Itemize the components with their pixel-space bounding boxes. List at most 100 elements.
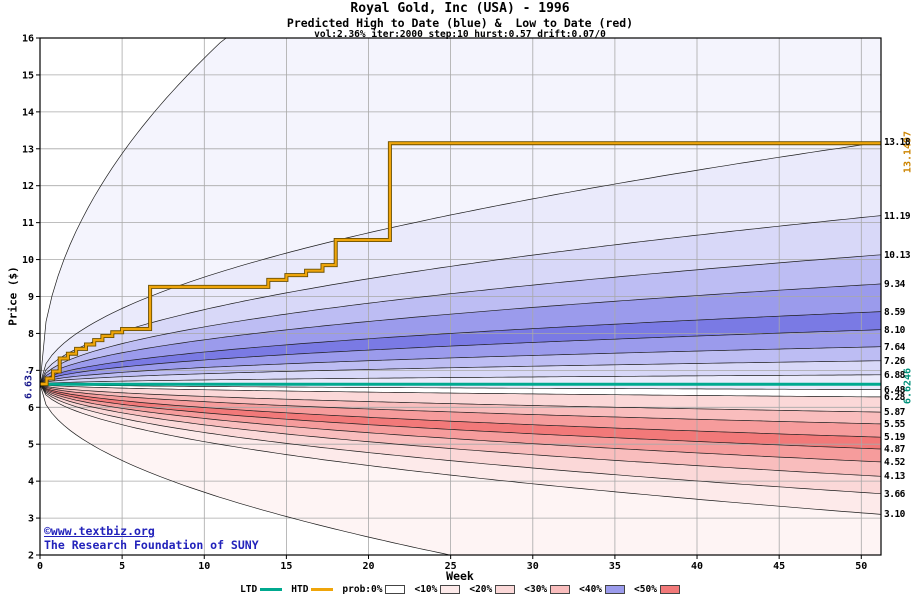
y-tick-label: 3 (28, 514, 34, 525)
fan-boundary-line (39, 383, 881, 398)
x-tick-label: 10 (198, 561, 210, 572)
y-tick-label: 15 (22, 70, 34, 81)
fan-boundary-line (39, 360, 881, 385)
right-axis-label: 5.55 (884, 419, 905, 430)
right-axis-label: 4.13 (884, 471, 905, 482)
fan-band (40, 384, 881, 477)
legend-line-swatch (311, 588, 334, 591)
x-tick-label: 25 (445, 561, 457, 572)
right-axis-label: 3.10 (884, 509, 905, 520)
fan-band (40, 384, 881, 555)
right-axis-label: 13.18 (884, 137, 911, 148)
legend-item-40: <40% (579, 584, 626, 595)
right-axis-label: 3.66 (884, 489, 905, 500)
fan-boundary-line (39, 383, 882, 515)
fan-band (40, 384, 881, 462)
fan-band (40, 360, 881, 384)
y-tick-label: 12 (22, 181, 34, 192)
fan-band (40, 38, 881, 384)
right-axis-label: 10.13 (884, 250, 911, 261)
fan-band (40, 254, 881, 384)
x-tick-label: 40 (691, 561, 703, 572)
right-axis-label: 7.26 (884, 356, 905, 367)
x-tick-label: 50 (855, 561, 867, 572)
x-tick-label: 45 (773, 561, 785, 572)
legend-box-swatch (659, 585, 680, 594)
htd-line (40, 142, 881, 386)
fan-band (40, 384, 881, 438)
fan-band (40, 142, 881, 384)
fan-band (40, 215, 881, 384)
legend-box-swatch (550, 585, 571, 594)
legend-label: LTD (240, 584, 258, 595)
chart-params-line: vol:2.36% iter:2000 step:10 hurst:0.57 d… (314, 29, 606, 40)
copyright-link[interactable]: ©www.textbiz.org (44, 524, 155, 538)
y-tick-label: 10 (22, 255, 34, 266)
chart-title: Royal Gold, Inc (USA) - 1996 (350, 1, 570, 16)
fan-boundary-line (39, 383, 882, 438)
y-tick-label: 9 (28, 292, 34, 303)
y-tick-label: 8 (28, 329, 34, 340)
right-axis-label: 4.52 (884, 457, 905, 468)
start-price-label: 6.63: (23, 368, 35, 400)
fan-boundary-line (39, 383, 882, 450)
fan-band (40, 283, 881, 384)
right-axis-label: 6.88 (884, 370, 905, 381)
y-axis-title: Price ($) (6, 266, 20, 326)
legend: LTD HTD prob:0% <10% <20% <30% <40% <50% (0, 584, 920, 595)
fan-boundary-line (39, 346, 882, 385)
x-tick-label: 20 (362, 561, 374, 572)
x-tick-label: 0 (37, 561, 43, 572)
fan-band (40, 384, 881, 397)
right-axis-label: 8.10 (884, 325, 905, 336)
fan-band (40, 384, 881, 515)
legend-label: <20% (469, 584, 493, 595)
y-tick-label: 7 (28, 366, 34, 377)
legend-line-swatch (260, 588, 283, 591)
fan-band (40, 374, 881, 390)
x-tick-label: 30 (527, 561, 539, 572)
legend-label: HTD (291, 584, 309, 595)
right-axis-label: 11.19 (884, 211, 911, 222)
legend-item-50: <50% (634, 584, 680, 595)
y-tick-label: 16 (22, 34, 34, 45)
fan-band (40, 346, 881, 384)
chart-subtitle: Predicted High to Date (blue) & Low to D… (286, 16, 634, 30)
legend-item-ltd: LTD (240, 584, 283, 595)
right-axis-label: 8.59 (884, 307, 905, 318)
right-axis-label: 6.48 (884, 385, 905, 396)
fan-boundary-line (39, 383, 882, 495)
fan-boundary-line (39, 311, 882, 385)
right-axis-label: 5.87 (884, 407, 905, 418)
x-tick-label: 15 (280, 561, 292, 572)
x-axis-title: Week (446, 569, 474, 583)
right-axis-label: 4.87 (884, 444, 905, 455)
y-tick-label: 14 (22, 107, 34, 118)
legend-item-20: <20% (469, 584, 516, 595)
x-tick-label: 5 (119, 561, 125, 572)
fan-boundary-line (39, 329, 882, 385)
fan-band (40, 384, 881, 413)
legend-box-swatch (385, 585, 406, 594)
legend-item-10: <10% (414, 584, 461, 595)
fan-boundary-line (39, 283, 882, 385)
right-axis-label: 7.64 (884, 342, 905, 353)
right-axis-label: 9.34 (884, 279, 905, 290)
y-tick-label: 13 (22, 144, 34, 155)
legend-label: <10% (414, 584, 438, 595)
fan-boundary-line (39, 383, 882, 390)
fan-band (40, 384, 881, 449)
legend-label: <50% (634, 584, 657, 595)
legend-label: prob:0% (342, 584, 383, 595)
y-tick-label: 4 (28, 477, 34, 488)
fan-boundary-line (39, 374, 881, 385)
legend-box-swatch (495, 585, 516, 594)
legend-item-prob0: prob:0% (342, 584, 406, 595)
legend-box-swatch (440, 585, 461, 594)
legend-label: <30% (524, 584, 548, 595)
fan-boundary-line (39, 383, 882, 477)
y-tick-label: 11 (22, 218, 34, 229)
legend-item-30: <30% (524, 584, 571, 595)
